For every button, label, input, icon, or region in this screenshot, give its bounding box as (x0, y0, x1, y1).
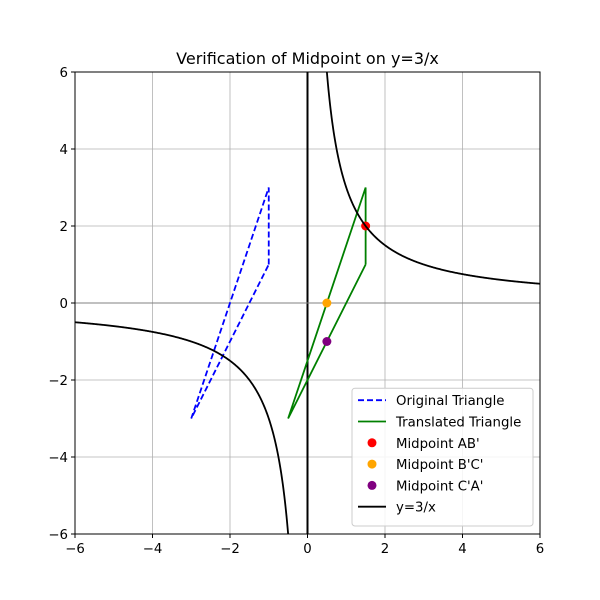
legend-entry: Original Triangle (358, 394, 504, 409)
x-tick-label: 6 (536, 542, 544, 557)
legend-label: y=3/x (396, 501, 436, 516)
curve-y-3-over-x (75, 321, 290, 534)
midpoint-c-a-point (322, 337, 332, 346)
x-tick-label: 2 (381, 542, 389, 557)
legend-marker (367, 480, 377, 490)
y-tick-label: 2 (60, 220, 68, 235)
axis-layer: −6 −4 −2 0 2 4 6 −6 −4 −2 0 2 4 6 (48, 66, 544, 557)
y-tick-label: −4 (48, 451, 68, 466)
x-tick-label: −4 (143, 542, 163, 557)
y-tick-label: −6 (48, 528, 68, 543)
legend-label: Original Triangle (396, 394, 504, 409)
curve-y-3-over-x (325, 72, 540, 285)
legend: Original Triangle Translated Triangle Midp… (351, 387, 534, 527)
y-tick-label: 0 (60, 297, 68, 312)
y-tick-label: 6 (60, 66, 68, 81)
legend-marker (367, 438, 377, 448)
legend-entry: Translated Triangle (358, 416, 521, 431)
chart-title: Verification of Midpoint on y=3/x (176, 49, 439, 68)
original-triangle-line (190, 187, 270, 419)
x-tick-label: 0 (303, 542, 311, 557)
y-tick-label: −2 (48, 374, 68, 389)
y-tick-label: 4 (60, 143, 68, 158)
series-layer (75, 72, 540, 534)
legend-box (351, 387, 534, 527)
reference-lines-layer (75, 72, 540, 534)
legend-entry: Midpoint C'A' (367, 479, 483, 494)
legend-label: Translated Triangle (395, 416, 521, 431)
legend-label: Midpoint B'C' (396, 458, 483, 473)
x-tick-label: 4 (458, 542, 466, 557)
legend-entry: y=3/x (358, 501, 436, 516)
legend-label: Midpoint AB' (396, 437, 480, 452)
x-tick-label: −2 (220, 542, 240, 557)
legend-label: Midpoint C'A' (396, 479, 483, 494)
legend-entry: Midpoint AB' (367, 437, 480, 452)
legend-marker (367, 459, 377, 469)
midpoint-b-c-point (322, 298, 332, 308)
legend-entry: Midpoint B'C' (367, 458, 483, 473)
x-tick-label: −6 (65, 542, 85, 557)
